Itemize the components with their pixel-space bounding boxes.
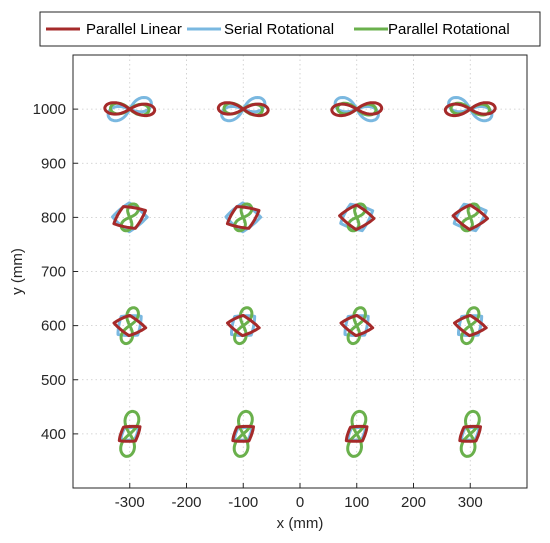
y-tick-label: 700 — [41, 264, 66, 281]
x-tick-label: -200 — [171, 494, 201, 511]
y-tick-label: 800 — [41, 209, 66, 226]
series-parallel-rotational-loop — [346, 202, 367, 233]
y-tick-label: 400 — [41, 426, 66, 443]
x-tick-label: -100 — [228, 494, 258, 511]
series-parallel-linear-loop — [226, 313, 261, 338]
series-serial-rotational-loop — [447, 96, 494, 123]
y-tick-label: 900 — [41, 155, 66, 172]
series-parallel-linear-loop — [453, 313, 488, 338]
series-parallel-linear-loop — [451, 203, 489, 231]
legend-label-parallel-linear: Parallel Linear — [86, 21, 182, 38]
series-parallel-linear-loop — [216, 101, 270, 118]
series-parallel-rotational-loop — [233, 202, 254, 233]
series-parallel-rotational-loop — [460, 306, 481, 346]
series-parallel-linear-loop — [231, 424, 255, 443]
x-tick-label: 0 — [296, 494, 304, 511]
series-parallel-rotational-loop — [346, 306, 367, 346]
y-tick-label: 500 — [41, 372, 66, 389]
x-tick-label: -300 — [115, 494, 145, 511]
x-tick-label: 200 — [401, 494, 426, 511]
legend-box — [39, 11, 541, 47]
series-parallel-linear-loop — [339, 313, 375, 338]
x-axis-title: x (mm) — [277, 515, 324, 532]
series-curves — [103, 96, 497, 458]
series-parallel-rotational-loop — [119, 202, 140, 233]
series-parallel-rotational-loop — [460, 202, 481, 233]
series-parallel-linear-loop — [330, 101, 384, 118]
x-tick-label: 100 — [344, 494, 369, 511]
legend-label-parallel-rotational: Parallel Rotational — [388, 21, 510, 38]
series-serial-rotational-loop — [220, 96, 267, 123]
legend-label-serial-rotational: Serial Rotational — [224, 21, 334, 38]
y-tick-label: 600 — [41, 318, 66, 335]
series-parallel-linear-loop — [103, 101, 157, 118]
series-serial-rotational-loop — [106, 96, 153, 123]
series-parallel-linear-loop — [112, 205, 147, 230]
series-parallel-linear-loop — [344, 424, 369, 443]
series-parallel-linear-loop — [338, 203, 376, 231]
series-parallel-linear-loop — [443, 101, 497, 118]
series-parallel-rotational-loop — [119, 306, 140, 346]
series-parallel-rotational-loop — [233, 306, 254, 346]
series-parallel-linear-loop — [112, 313, 148, 338]
series-parallel-linear-loop — [458, 424, 482, 443]
grid — [73, 55, 527, 488]
y-axis-ticks: 400 500 600 700 800 900 1000 — [33, 101, 78, 443]
series-parallel-linear-loop — [225, 205, 261, 230]
x-tick-label: 300 — [458, 494, 483, 511]
y-tick-label: 1000 — [33, 101, 66, 118]
y-axis-title: y (mm) — [9, 248, 26, 295]
legend: Parallel Linear Serial Rotational Parallel… — [39, 11, 541, 47]
series-serial-rotational-loop — [333, 96, 380, 123]
series-parallel-linear-loop — [117, 424, 142, 443]
x-axis-ticks: -300 -200 -100 0 100 200 300 — [115, 483, 483, 511]
